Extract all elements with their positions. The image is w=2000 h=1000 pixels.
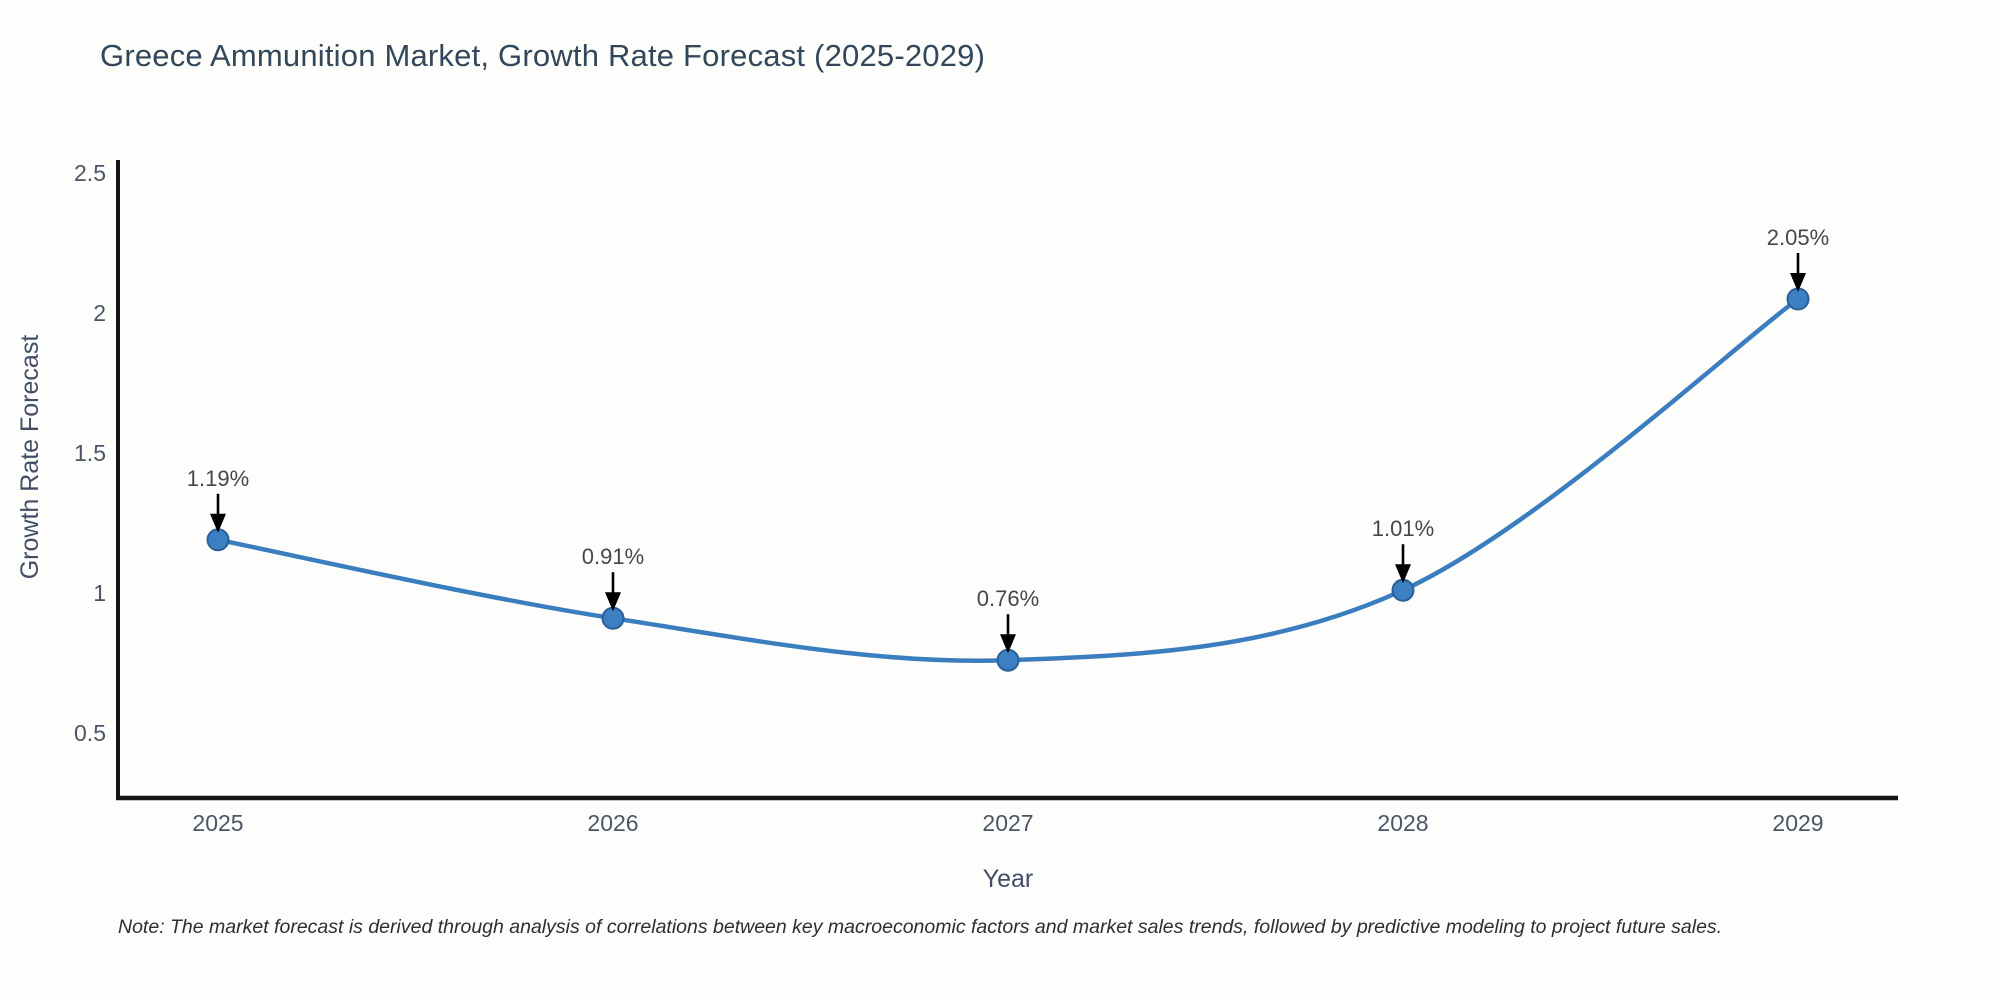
chart-title: Greece Ammunition Market, Growth Rate Fo… (100, 38, 986, 73)
x-tick-label: 2029 (1772, 810, 1823, 836)
series-growth-rate (206, 287, 1810, 672)
x-tick-label: 2025 (192, 810, 243, 836)
y-tick-label: 1.5 (74, 440, 106, 466)
y-tick-label: 0.5 (74, 720, 106, 746)
data-point-value-label: 0.76% (977, 586, 1039, 611)
data-point-value-label: 2.05% (1767, 225, 1829, 250)
annotation-arrow-head (1790, 273, 1806, 292)
x-tick-label: 2028 (1377, 810, 1428, 836)
y-tick-label: 2 (93, 300, 106, 326)
annotations: 1.19% 0.91% 0.76% 1.01% 2.05% (187, 225, 1829, 654)
annotation-arrow-head (210, 513, 226, 533)
y-tick-label: 2.5 (74, 160, 106, 186)
data-point-value-label: 0.91% (582, 544, 644, 569)
annotation-arrow-head (1395, 564, 1411, 584)
annotation-arrow-head (1000, 634, 1016, 654)
y-tick-label: 1 (93, 580, 106, 606)
y-axis-title: Growth Rate Forecast (16, 335, 44, 580)
annotation-arrow-head (605, 592, 621, 612)
data-point-value-label: 1.01% (1372, 516, 1434, 541)
data-point-value-label: 1.19% (187, 466, 249, 491)
chart-footnote: Note: The market forecast is derived thr… (118, 916, 1723, 938)
axes: 0.5 1 1.5 2 2.5 2025 2026 2027 2028 2029 Growth Ra… (16, 160, 1898, 893)
x-axis-title: Year (983, 865, 1034, 893)
x-tick-label: 2026 (587, 810, 638, 836)
x-tick-label: 2027 (982, 810, 1033, 836)
